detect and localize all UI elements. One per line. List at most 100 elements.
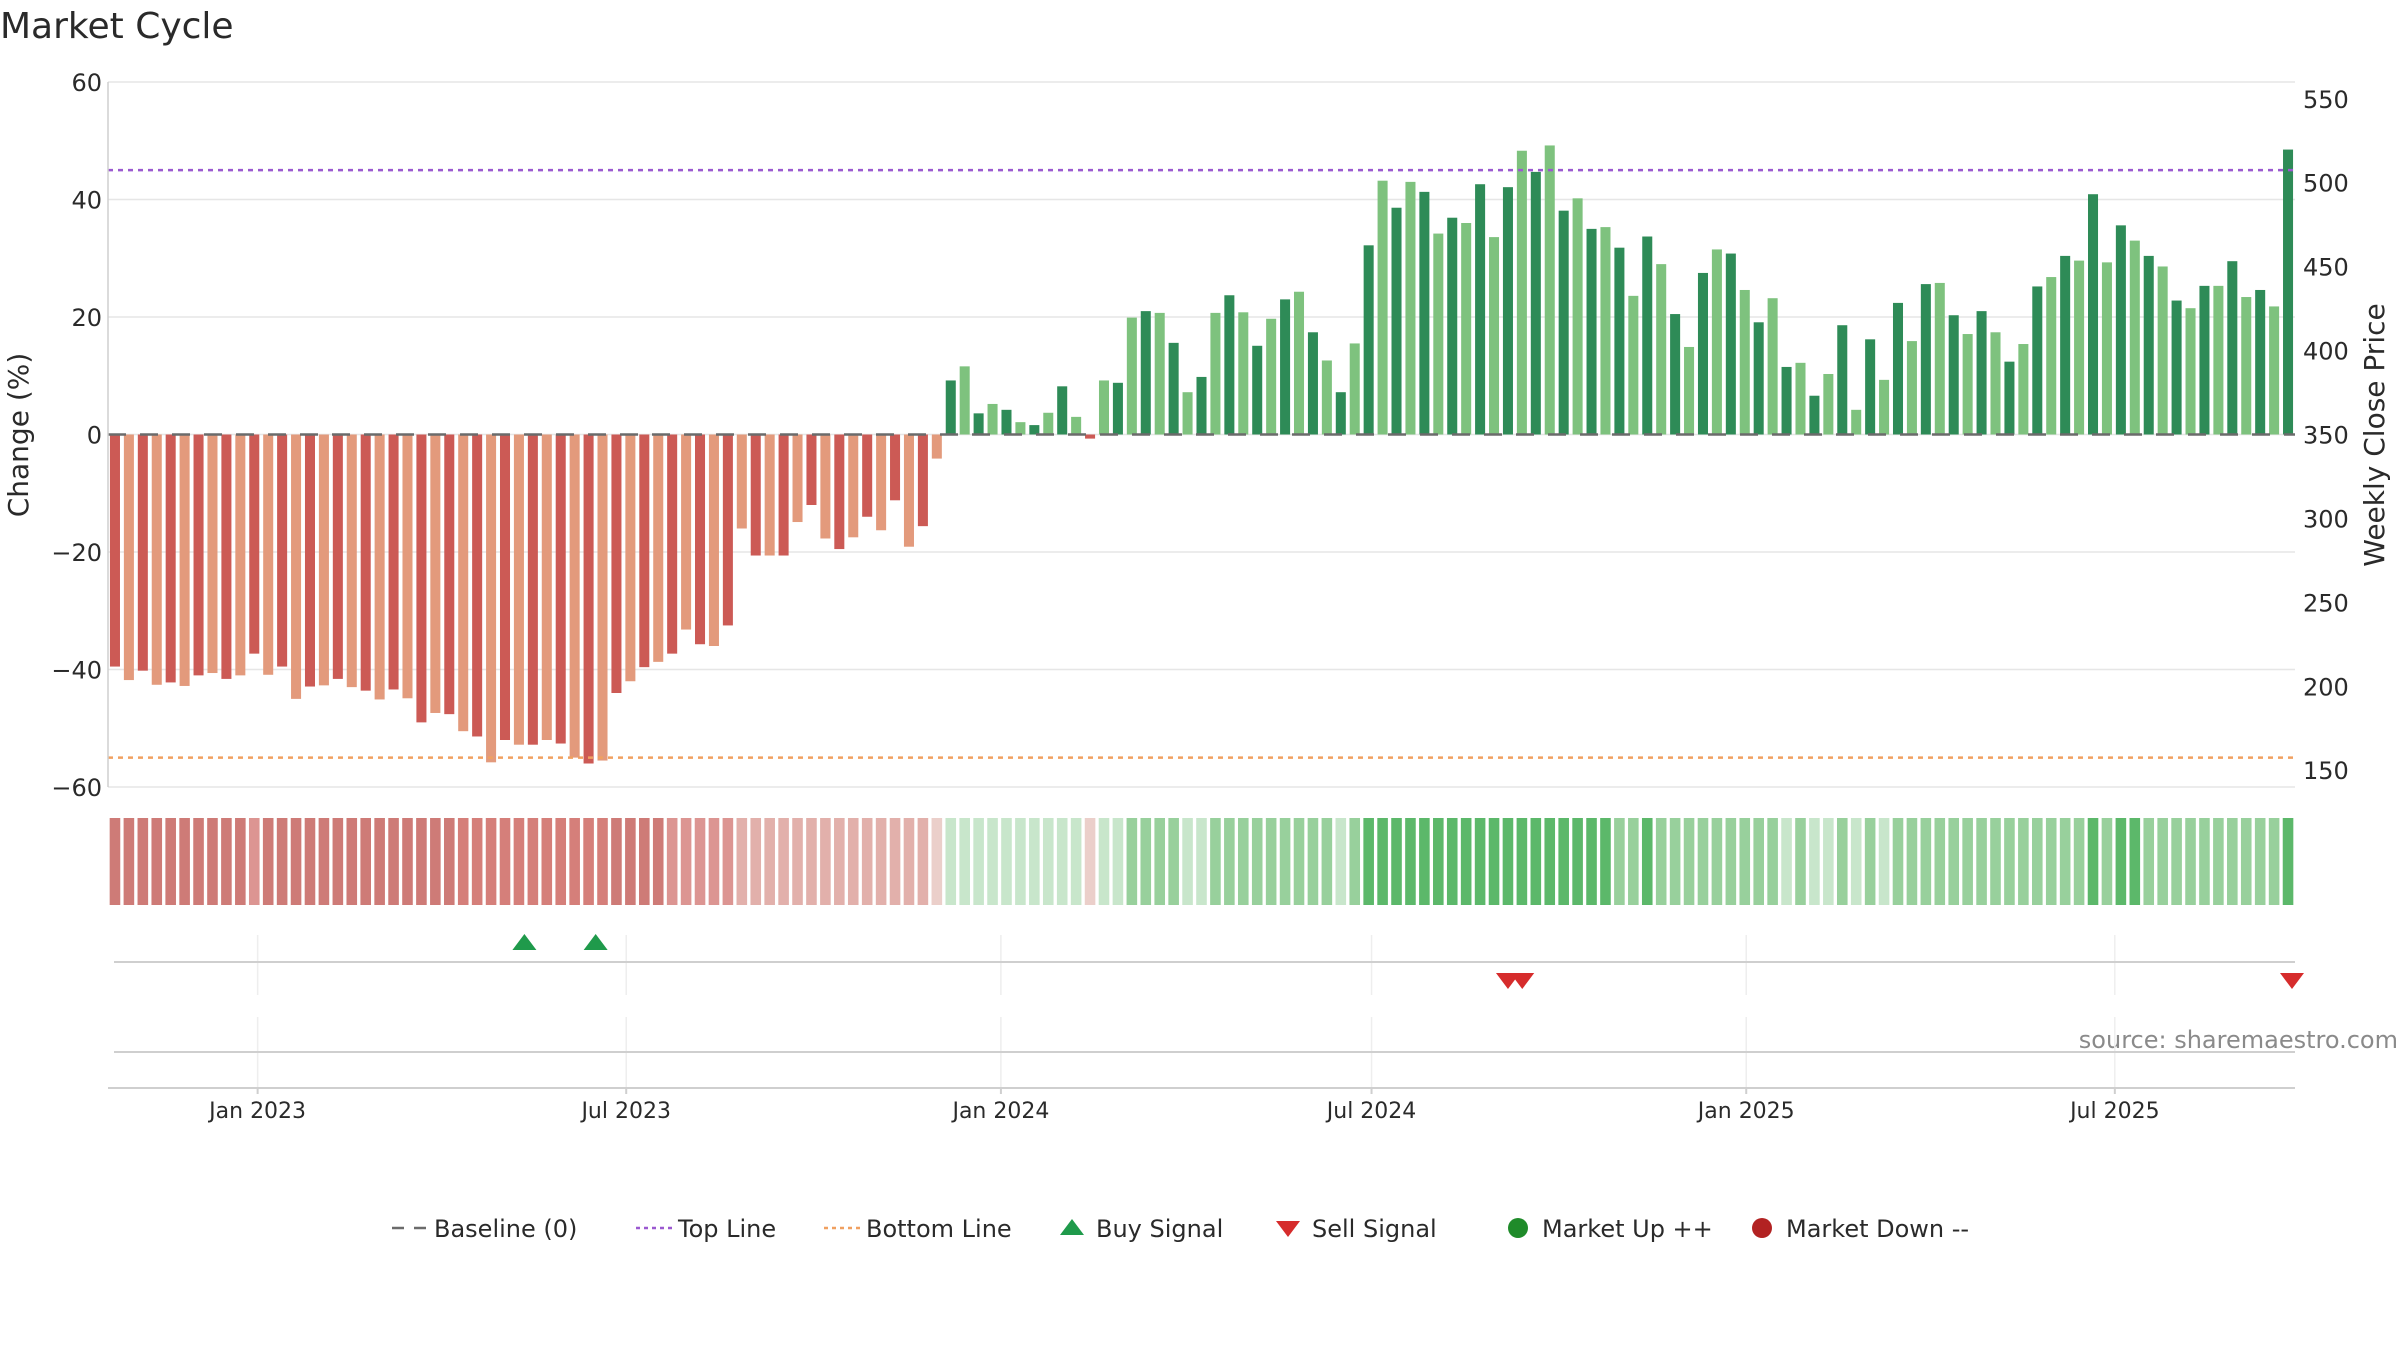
heat-strip-cell [1850,818,1862,905]
change-bar [277,434,288,667]
change-bar [1363,245,1374,435]
heat-strip-cell [1753,818,1764,905]
change-bar [2171,300,2182,435]
heat-strip-cell [1572,818,1583,905]
heat-strip-cell [806,818,817,905]
y-tick-label: −20 [51,539,102,567]
heat-strip-cell [973,818,984,905]
reference-lines [108,168,2295,759]
heat-strip-cell [625,818,636,905]
change-bar [430,434,441,713]
y-tick-label: −60 [51,774,102,802]
change-bar [1656,264,1667,435]
heat-strip-cell [2018,818,2029,905]
heat-strip-cell [262,818,274,905]
change-bar [1377,180,1388,435]
change-bar [1795,362,1806,435]
heat-strip-cell [1279,818,1291,905]
change-bar [1572,198,1583,435]
y2-tick-label: 400 [2303,338,2349,366]
heat-strip-cell [569,818,580,905]
heat-strip-cell [485,818,497,905]
heat-strip-cell [1335,818,1347,905]
change-bar [750,434,761,556]
heat-strip-cell [2185,818,2196,905]
heat-strip-cell [1112,818,1124,905]
heat-strip-cell [722,818,734,905]
heat-strip-cell [1210,818,1221,905]
y2-tick-label: 150 [2303,757,2349,785]
change-bar [2213,285,2224,435]
change-bar [332,434,343,679]
heat-strip-cell [666,818,678,905]
change-bar [1892,302,1904,435]
buy-signal-marker [583,934,608,950]
heat-strip-cell [1725,818,1737,905]
heat-strip-cell [221,818,232,905]
heat-strip-cell [750,818,762,905]
heat-strip-cell [652,818,664,905]
x-tick-label: Jan 2025 [1696,1099,1795,1124]
change-bar [1962,334,1973,435]
change-bar [2241,297,2252,435]
change-bar [2032,286,2043,435]
heat-strip-cell [680,818,692,905]
heat-strip-cell [1237,818,1249,905]
heat-strip-cell [987,818,998,905]
heat-strip-cell [1391,818,1402,905]
change-bar [249,434,260,654]
y-axis-label: Change (%) [2,353,35,518]
change-bar [360,434,371,691]
change-bar [1349,343,1360,435]
change-bar [1280,299,1291,435]
heat-strip-cell [1600,818,1611,905]
change-bar [1085,434,1096,439]
heat-strip-cell [1934,818,1946,905]
bar-series [109,145,2294,764]
y2-tick-label: 250 [2303,589,2349,617]
heat-strip-cell [443,818,455,905]
heat-strip-cell [165,818,176,905]
heat-strip-cell [1683,818,1695,905]
heat-strip-cell [1544,818,1556,905]
heat-strip-cell [513,818,525,905]
change-bar [2046,277,2057,435]
change-bar [2101,262,2112,435]
change-bar [1419,191,1430,435]
change-bar [1711,249,1722,435]
legend-swatch-circle [1752,1218,1772,1238]
change-bar [1043,412,1054,435]
heat-strip-cell [1251,818,1263,905]
change-bar [555,434,566,744]
heat-strip-cell [207,818,218,905]
heat-strip-cell [1224,818,1235,905]
change-bar [1879,379,1890,435]
change-bar [653,434,664,662]
heat-strip-cell [1084,818,1096,905]
heat-strip-cell [555,818,567,905]
change-bar [1098,380,1110,435]
change-bar [2088,194,2099,435]
heat-strip-cell [1001,818,1012,905]
change-bar [1140,311,1151,435]
heat-strip-cell [2129,818,2141,905]
change-bar [1586,228,1597,435]
change-bar [388,434,399,690]
heat-strip-cell [764,818,775,905]
heat-strip-cell [2282,818,2294,905]
heat-strip-cell [1056,818,1068,905]
change-bar [1739,289,1750,435]
heat-strip-cell [2199,818,2210,905]
heat-strip-cell [889,818,901,905]
heat-strip-cell [1042,818,1054,905]
heat-strip-cell [1196,818,1207,905]
change-bar [945,380,956,435]
heat-strip-cell [1029,818,1040,905]
y-tick-label: 20 [71,304,102,332]
heat-strip-cell [959,818,970,905]
change-bar [263,434,274,675]
change-bar [903,434,914,547]
heat-strip-cell [1168,818,1179,905]
change-bar [862,434,873,517]
